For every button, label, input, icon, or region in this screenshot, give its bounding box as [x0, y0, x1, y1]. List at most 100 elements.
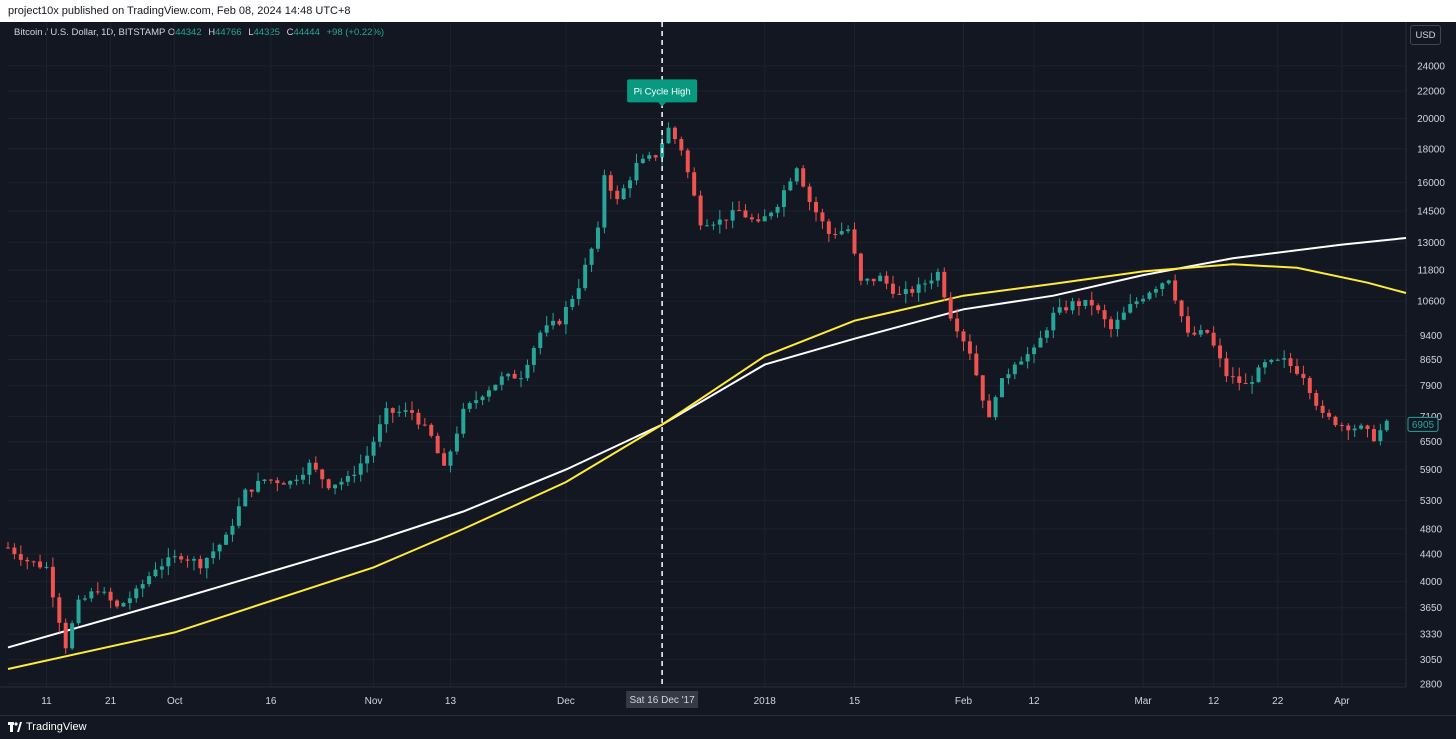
candle-body	[166, 557, 171, 567]
y-tick-label: 5300	[1420, 496, 1443, 507]
candle-body	[1256, 367, 1261, 383]
y-tick-label: 24000	[1417, 62, 1445, 73]
candle-body	[852, 229, 857, 254]
low-label: L	[248, 27, 254, 38]
candle-body	[942, 271, 947, 298]
x-tick-label: 15	[849, 696, 861, 707]
candle-body	[737, 210, 742, 212]
candle-body	[987, 400, 992, 418]
y-tick-label: 18000	[1417, 144, 1445, 155]
candle-body	[499, 376, 504, 385]
candle-body	[1243, 382, 1248, 384]
candle-body	[371, 441, 376, 456]
candle-body	[923, 283, 928, 285]
candle-body	[1327, 412, 1332, 417]
open-label: O	[167, 27, 176, 38]
y-tick-label: 3330	[1420, 630, 1443, 641]
candle-body	[1160, 283, 1165, 290]
annotation-label: Pi Cycle High	[634, 86, 691, 97]
candle-body	[365, 455, 370, 464]
candle-body	[1339, 425, 1344, 427]
x-tick-label: Dec	[557, 696, 575, 707]
time-axis[interactable]: 11 21 Oct 16 Nov 13 Dec 2018 15 Feb 12 Mar 12 22 Apr Sa…	[41, 691, 1350, 708]
candle-body	[358, 463, 363, 475]
candle-body	[454, 433, 459, 452]
candle-body	[1384, 420, 1389, 431]
footer-bar: TradingView	[0, 715, 1456, 739]
x-tick-label: 16	[265, 696, 277, 707]
candle-body	[730, 210, 735, 221]
candle-body	[1038, 337, 1043, 348]
candle-body	[1198, 330, 1203, 335]
candle-body	[602, 175, 607, 228]
candle-body	[1192, 332, 1197, 335]
candle-body	[1371, 429, 1376, 442]
close-label: C	[286, 27, 294, 38]
candle-body	[916, 284, 921, 293]
y-tick-label: 16000	[1417, 178, 1445, 189]
price-chart[interactable]: Pi Cycle High 2800 3050 3330 3650 4000 4400 48…	[0, 22, 1456, 715]
candle-body	[134, 588, 139, 599]
candle-body	[634, 163, 639, 181]
candle-body	[1096, 305, 1101, 311]
candle-body	[551, 320, 556, 326]
candle-body	[147, 576, 152, 585]
candle-body	[698, 195, 703, 226]
x-tick-label: 12	[1028, 696, 1040, 707]
candle-body	[1134, 301, 1139, 305]
candle-body	[281, 483, 286, 485]
x-tick-label: Feb	[955, 696, 973, 707]
candle-body	[807, 186, 812, 202]
candle-body	[563, 306, 568, 325]
candle-body	[89, 591, 94, 599]
candle-body	[833, 233, 838, 235]
candle-body	[1032, 347, 1037, 355]
candle-body	[1346, 425, 1351, 431]
candle-body	[628, 180, 633, 189]
y-tick-label: 22000	[1417, 87, 1445, 98]
candle-body	[1205, 330, 1210, 333]
candle-body	[172, 556, 177, 558]
candle-body	[685, 150, 690, 173]
candle-body	[1147, 292, 1152, 299]
candle-body	[1301, 373, 1306, 379]
candle-body	[1314, 393, 1319, 406]
candle-body	[1064, 307, 1069, 311]
candle-body	[1025, 354, 1030, 362]
x-tick-label: 2018	[754, 696, 777, 707]
candle-body	[544, 325, 549, 333]
candle-body	[794, 168, 799, 182]
candle-body	[82, 598, 87, 600]
candle-body	[974, 353, 979, 376]
candle-body	[769, 212, 774, 217]
candle-body	[1006, 374, 1011, 379]
candle-body	[403, 410, 408, 412]
currency-button[interactable]: USD	[1410, 25, 1441, 45]
price-axis[interactable]: 2800 3050 3330 3650 4000 4400 4800 5300 5900 6500…	[1407, 62, 1445, 691]
candle-body	[1211, 332, 1216, 346]
candle-body	[961, 331, 966, 342]
candle-body	[1262, 362, 1267, 368]
candle-body	[506, 373, 511, 377]
candle-body	[576, 288, 581, 299]
candle-body	[70, 623, 75, 649]
x-tick-label: Oct	[167, 696, 183, 707]
tradingview-logo-icon	[8, 722, 22, 732]
candle-body	[467, 403, 472, 409]
symbol-legend: Bitcoin / U.S. Dollar, 1D, BITSTAMP O443…	[14, 27, 388, 38]
x-tick-label: Nov	[365, 696, 383, 707]
candle-body	[198, 559, 203, 569]
y-tick-label: 3050	[1420, 655, 1443, 666]
candle-body	[672, 127, 677, 140]
open-value: 44342	[175, 27, 202, 38]
candle-body	[781, 190, 786, 207]
candle-body	[621, 188, 626, 200]
candle-body	[377, 424, 382, 442]
candle-body	[717, 219, 722, 225]
candle-body	[589, 248, 594, 265]
candle-body	[762, 216, 767, 222]
candle-body	[179, 556, 184, 560]
candle-body	[159, 566, 164, 570]
candle-body	[1083, 299, 1088, 306]
candle-body	[6, 547, 10, 549]
